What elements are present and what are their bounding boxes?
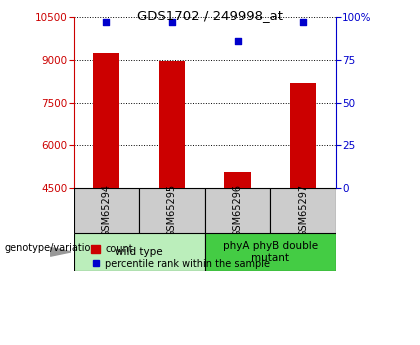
Text: phyA phyB double
mutant: phyA phyB double mutant [223,241,318,263]
Bar [74,188,139,233]
Point [234,38,241,44]
Point [103,19,110,24]
Polygon shape [50,247,71,256]
Text: wild type: wild type [116,247,163,257]
Text: genotype/variation: genotype/variation [4,244,97,253]
Bar [290,83,316,188]
Bar [224,172,251,188]
Bar [270,188,336,233]
Bar [159,60,185,188]
Text: GSM65297: GSM65297 [298,184,308,237]
Bar [74,233,205,271]
Bar [93,53,119,188]
Text: GSM65296: GSM65296 [233,184,243,237]
Text: GSM65295: GSM65295 [167,184,177,237]
Point [168,19,175,24]
Text: GSM65294: GSM65294 [101,184,111,237]
Legend: count, percentile rank within the sample: count, percentile rank within the sample [87,240,274,273]
Text: GDS1702 / 249998_at: GDS1702 / 249998_at [137,9,283,22]
Bar [205,233,336,271]
Bar [205,188,270,233]
Point [300,20,307,25]
Bar [139,188,205,233]
